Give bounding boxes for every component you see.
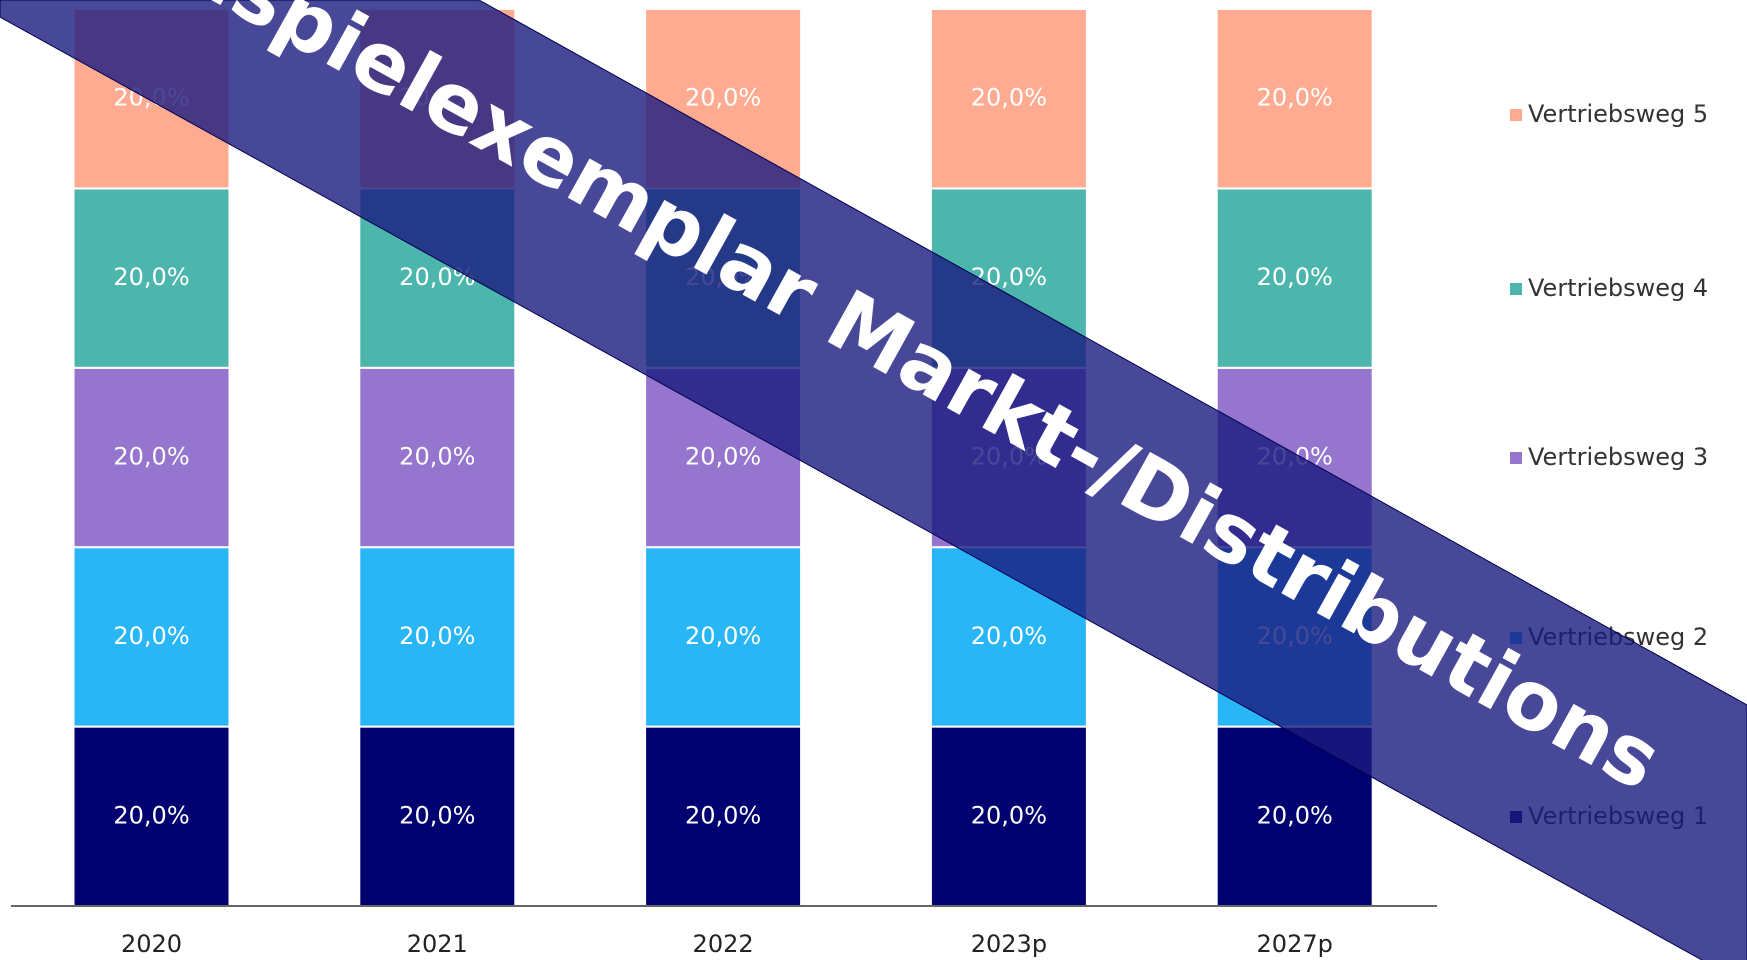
x-tick-label: 2021 — [407, 930, 468, 958]
data-label: 20,0% — [1257, 263, 1333, 291]
data-label: 20,0% — [113, 263, 189, 291]
legend-label: Vertriebsweg 4 — [1528, 274, 1708, 302]
data-label: 20,0% — [113, 801, 189, 829]
data-label: 20,0% — [685, 622, 761, 650]
x-tick-label: 2023p — [971, 930, 1047, 958]
x-tick-label: 2027p — [1257, 930, 1333, 958]
data-label: 20,0% — [685, 84, 761, 112]
bar-segment — [72, 366, 231, 549]
x-tick-label: 2020 — [121, 930, 182, 958]
data-label: 20,0% — [399, 443, 475, 471]
legend-label: Vertriebsweg 5 — [1528, 100, 1708, 128]
data-label: 20,0% — [971, 801, 1047, 829]
data-label: 20,0% — [113, 622, 189, 650]
x-tick-label: 2022 — [693, 930, 754, 958]
bar-segment — [358, 546, 517, 728]
data-label: 20,0% — [113, 443, 189, 471]
bar-segment — [72, 725, 231, 907]
legend-marker — [1510, 283, 1522, 295]
bar-segment — [1215, 187, 1374, 369]
data-label: 20,0% — [685, 443, 761, 471]
bar-segment — [929, 8, 1088, 190]
legend-marker — [1510, 109, 1522, 121]
data-label: 20,0% — [971, 84, 1047, 112]
legend-marker — [1510, 452, 1522, 464]
data-label: 20,0% — [1257, 84, 1333, 112]
bar-segment — [358, 366, 517, 549]
data-label: 20,0% — [1257, 801, 1333, 829]
data-label: 20,0% — [399, 801, 475, 829]
bar-segment — [1215, 8, 1374, 190]
bar-segment — [72, 187, 231, 369]
bar-segment — [358, 725, 517, 907]
bar-segment — [644, 546, 803, 728]
legend-label: Vertriebsweg 3 — [1528, 443, 1708, 471]
data-label: 20,0% — [399, 622, 475, 650]
data-label: 20,0% — [685, 801, 761, 829]
data-label: 20,0% — [971, 622, 1047, 650]
